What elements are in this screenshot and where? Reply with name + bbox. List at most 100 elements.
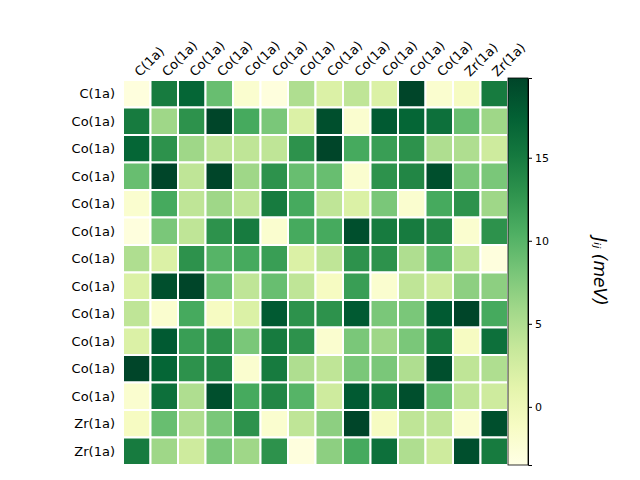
cell [151, 135, 179, 163]
cell [398, 383, 426, 411]
cell [343, 108, 371, 136]
cell [398, 355, 426, 383]
cell [343, 163, 371, 191]
cell [206, 108, 234, 136]
cell [206, 218, 234, 246]
cell [178, 328, 206, 356]
cell [343, 218, 371, 246]
cell [316, 328, 344, 356]
cell [178, 108, 206, 136]
cell [343, 190, 371, 218]
cell [233, 190, 261, 218]
cell [261, 135, 289, 163]
cell [316, 218, 344, 246]
cell [316, 135, 344, 163]
cell [371, 383, 399, 411]
cell [288, 80, 316, 108]
row-label: Co(1a) [72, 389, 115, 404]
cell [426, 108, 454, 136]
cell [426, 245, 454, 273]
cell [398, 273, 426, 301]
cell [233, 355, 261, 383]
cell [398, 410, 426, 438]
cell [206, 273, 234, 301]
cell [343, 438, 371, 466]
cell [206, 410, 234, 438]
cell [261, 190, 289, 218]
cell [178, 410, 206, 438]
cell [178, 245, 206, 273]
cell [261, 273, 289, 301]
cell [426, 218, 454, 246]
cell [453, 245, 481, 273]
cell [206, 135, 234, 163]
cell [343, 135, 371, 163]
cell [261, 328, 289, 356]
colorbar-tick-mark [528, 407, 532, 408]
cell [453, 383, 481, 411]
cell [123, 135, 151, 163]
cell [123, 328, 151, 356]
cell [426, 410, 454, 438]
row-label: Co(1a) [72, 224, 115, 239]
cell [371, 108, 399, 136]
cell [371, 163, 399, 191]
cell [398, 135, 426, 163]
cell [123, 438, 151, 466]
cell [316, 163, 344, 191]
cell [426, 300, 454, 328]
cells [123, 80, 508, 465]
cell [453, 218, 481, 246]
cell [151, 190, 179, 218]
cell [206, 300, 234, 328]
colorbar [508, 78, 528, 465]
cell [178, 438, 206, 466]
cell [233, 383, 261, 411]
cell [123, 245, 151, 273]
row-label: Co(1a) [72, 251, 115, 266]
cell [398, 108, 426, 136]
row-label: Co(1a) [72, 306, 115, 321]
cell [261, 355, 289, 383]
cell [288, 410, 316, 438]
colorbar-tick-mark [528, 324, 532, 325]
cell [233, 410, 261, 438]
cell [481, 218, 509, 246]
cell [343, 245, 371, 273]
cell [316, 410, 344, 438]
colorbar-tick-label: 0 [535, 401, 542, 414]
cell [288, 300, 316, 328]
cell [261, 383, 289, 411]
colorbar-tick: 5 [528, 318, 542, 331]
row-label: Co(1a) [72, 114, 115, 129]
colorbar-tick: 15 [528, 152, 549, 165]
cell [123, 163, 151, 191]
cell [288, 108, 316, 136]
cell [178, 135, 206, 163]
cell [123, 108, 151, 136]
cell [426, 135, 454, 163]
cell [288, 328, 316, 356]
cell [398, 163, 426, 191]
cell [453, 108, 481, 136]
cell [316, 438, 344, 466]
cell [371, 80, 399, 108]
cell [178, 273, 206, 301]
cell [151, 80, 179, 108]
cell [233, 328, 261, 356]
row-label: Zr(1a) [74, 416, 115, 431]
cell [206, 355, 234, 383]
cell [398, 190, 426, 218]
colorbar-tick: 10 [528, 235, 549, 248]
cell [371, 135, 399, 163]
cell [178, 383, 206, 411]
cell [481, 328, 509, 356]
column-labels: C(1a)Co(1a)Co(1a)Co(1a)Co(1a)Co(1a)Co(1a… [131, 38, 528, 79]
cell [371, 245, 399, 273]
cell [453, 80, 481, 108]
row-label: Co(1a) [72, 279, 115, 294]
cell [426, 328, 454, 356]
cell [398, 245, 426, 273]
cell [178, 80, 206, 108]
cell [481, 355, 509, 383]
